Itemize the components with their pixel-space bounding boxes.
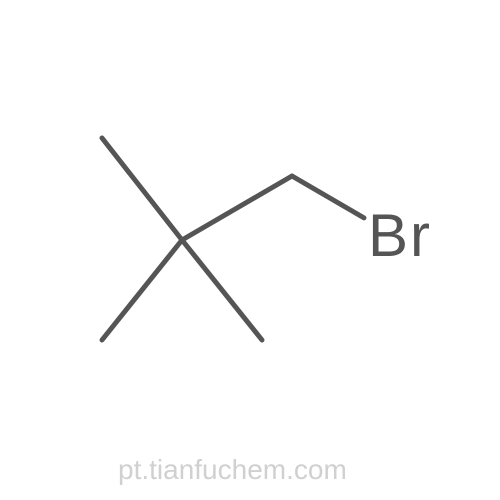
bond-line: [102, 138, 182, 240]
bond-line: [292, 176, 364, 218]
molecule-diagram: Br pt.tianfuchem.com: [0, 0, 500, 500]
bond-line: [102, 240, 182, 340]
bromine-label: Br: [368, 206, 432, 266]
watermark-text: pt.tianfuchem.com: [118, 454, 347, 486]
bond-line: [182, 240, 262, 340]
bond-line: [182, 176, 292, 240]
